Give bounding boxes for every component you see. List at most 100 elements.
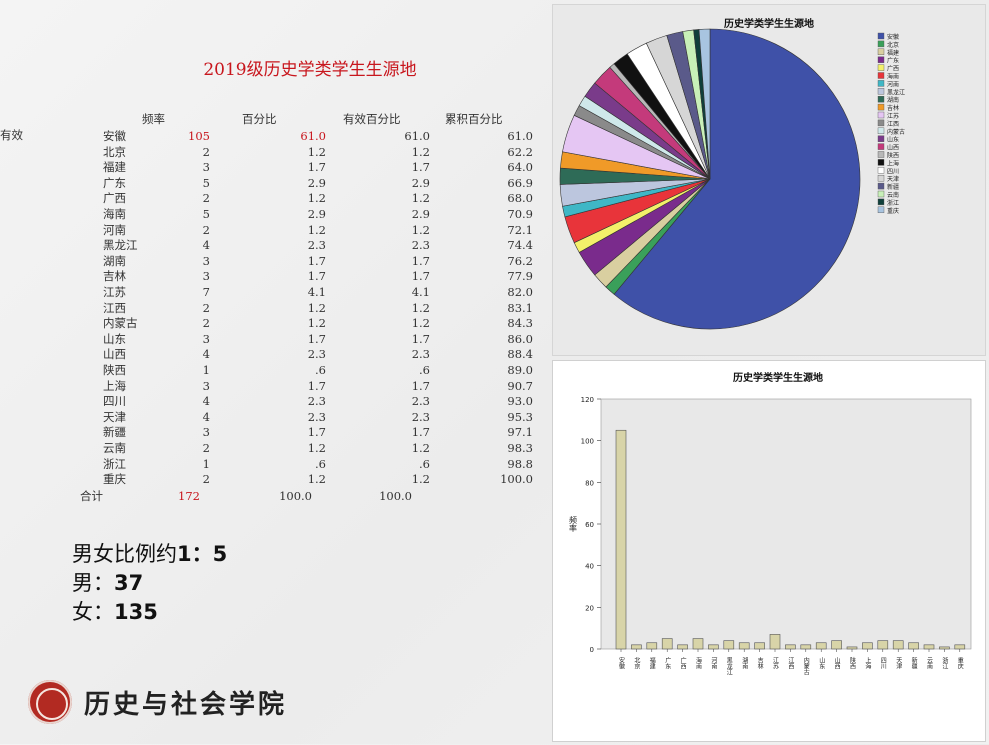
legend-label: 新疆 <box>887 183 899 191</box>
total-label: 合计 <box>80 488 103 503</box>
legend-swatch <box>877 198 885 206</box>
freq-cell: 3 <box>202 331 210 346</box>
province-cell: 天津 <box>103 409 126 424</box>
pct-cell: 1.7 <box>307 253 326 268</box>
legend-label: 福建 <box>887 49 899 57</box>
y-tick-label: 100 <box>581 438 594 446</box>
page-title: 2019级历史学类学生生源地 <box>203 60 417 80</box>
pct-cell: 2.3 <box>307 394 326 409</box>
x-tick-label: 云南 <box>926 657 933 669</box>
province-cell: 湖南 <box>103 253 126 268</box>
cum-pct-cell: 82.0 <box>507 285 533 299</box>
valid-pct-cell: 1.7 <box>411 269 430 284</box>
freq-cell: 2 <box>202 191 210 206</box>
female-line: 女：135 <box>72 600 158 624</box>
table-row: 内蒙古 2 1.2 1.2 84.3 <box>0 316 545 332</box>
table-row: 福建 3 1.7 1.7 64.0 <box>0 160 545 176</box>
x-tick-label: 内蒙古 <box>802 656 809 676</box>
table-row: 安徽 105 61.0 61.0 61.0 <box>0 129 545 145</box>
freq-cell: 2 <box>202 316 210 331</box>
province-cell: 山东 <box>103 331 126 346</box>
legend-label: 北京 <box>887 41 899 49</box>
pct-cell: 1.7 <box>307 331 326 346</box>
pct-cell: 4.1 <box>307 285 326 299</box>
cum-pct-cell: 98.8 <box>507 456 533 471</box>
total-row: 合计 172 100.0 100.0 <box>0 489 545 505</box>
cum-pct-cell: 61.0 <box>507 129 533 143</box>
cum-pct-cell: 62.2 <box>507 144 533 159</box>
freq-cell: 3 <box>202 378 210 393</box>
province-cell: 上海 <box>103 378 126 393</box>
x-tick-label: 山西 <box>833 656 840 670</box>
bar <box>892 640 904 650</box>
cum-pct-cell: 64.0 <box>507 160 533 175</box>
pct-cell: 1.2 <box>307 191 326 206</box>
valid-pct-cell: .6 <box>419 456 430 471</box>
bar-title: 历史学类学生生源地 <box>733 371 823 384</box>
pct-cell: 1.7 <box>307 425 326 440</box>
bar <box>908 642 919 650</box>
bar <box>954 644 966 650</box>
province-cell: 浙江 <box>103 456 126 471</box>
pct-cell: 1.2 <box>307 222 326 237</box>
header-valid-pct: 有效百分比 <box>343 112 401 126</box>
y-tick-label: 20 <box>585 604 594 612</box>
freq-cell: 2 <box>202 300 210 315</box>
x-tick-label: 四川 <box>879 657 886 669</box>
bar <box>738 642 750 650</box>
bar-chart-panel: 历史学类学生生源地 0 20 40 60 80 100 120 频率 安徽 北京 福建 广东 广西 海南 河南… <box>552 360 986 742</box>
x-tick-label: 广西 <box>679 656 686 670</box>
valid-pct-cell: 1.2 <box>411 316 430 331</box>
legend-swatch <box>877 111 885 119</box>
total-pct: 100.0 <box>279 488 312 503</box>
y-tick-label: 0 <box>590 646 594 654</box>
x-tick-label: 新疆 <box>910 656 917 670</box>
province-cell: 海南 <box>103 207 126 221</box>
x-tick-label: 福建 <box>648 656 655 670</box>
legend-swatch <box>877 48 885 55</box>
legend-swatch <box>877 56 885 63</box>
x-tick-label: 广东 <box>664 656 671 669</box>
freq-cell: 1 <box>202 363 210 377</box>
pct-cell: 1.2 <box>307 300 326 315</box>
province-cell: 山西 <box>103 347 126 362</box>
pct-cell: 1.7 <box>307 378 326 393</box>
cum-pct-cell: 77.9 <box>507 269 533 284</box>
bar <box>646 642 658 650</box>
table-row: 江苏 7 4.1 4.1 82.0 <box>0 285 545 301</box>
bar <box>677 644 688 650</box>
province-cell: 安徽 <box>103 129 126 143</box>
valid-pct-cell: 2.3 <box>411 238 430 253</box>
pct-cell: 2.3 <box>307 347 326 362</box>
valid-pct-cell: 2.9 <box>411 207 430 221</box>
x-tick-label: 湖南 <box>741 656 748 669</box>
legend-label: 重庆 <box>887 207 899 215</box>
valid-label: 有效 <box>0 128 23 142</box>
freq-cell: 2 <box>202 472 210 487</box>
table-row: 黑龙江 4 2.3 2.3 74.4 <box>0 238 545 254</box>
pie-chart-panel: 历史学类学生生源地 安徽 北京 福建 广东 广西 海南 河南 黑龙江 湖南 吉林 江苏 江西 内蒙古 山东山… <box>552 4 986 356</box>
legend-label: 黑龙江 <box>887 88 905 96</box>
legend-label: 云南 <box>887 191 899 199</box>
bar <box>800 644 812 650</box>
pct-cell: 1.2 <box>307 316 326 331</box>
cum-pct-cell: 89.0 <box>507 363 533 377</box>
x-tick-label: 重庆 <box>956 656 963 670</box>
x-tick-label: 陕西 <box>849 656 856 670</box>
freq-cell: 3 <box>202 425 210 440</box>
freq-cell: 7 <box>202 285 210 299</box>
freq-cell: 2 <box>202 222 210 237</box>
legend-swatch <box>877 64 885 71</box>
valid-pct-cell: 2.3 <box>411 409 430 424</box>
y-tick-label: 120 <box>581 396 594 404</box>
legend-label: 上海 <box>887 159 899 167</box>
legend-label: 山西 <box>887 144 899 152</box>
cum-pct-cell: 97.1 <box>507 425 533 440</box>
bar <box>939 646 950 650</box>
legend-swatch <box>877 95 885 103</box>
x-tick-label: 江西 <box>787 657 794 670</box>
bar <box>661 638 673 650</box>
freq-cell: 5 <box>202 207 210 221</box>
bar <box>785 644 796 650</box>
